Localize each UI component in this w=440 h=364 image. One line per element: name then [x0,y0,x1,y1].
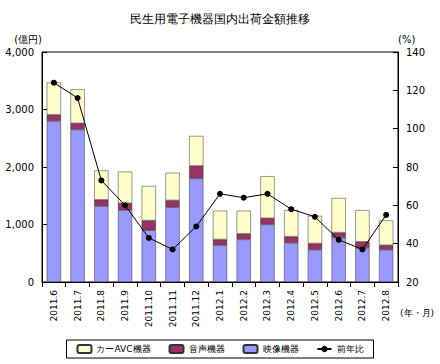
svg-text:120: 120 [406,85,425,96]
svg-text:2011.10: 2011.10 [144,290,154,327]
svg-text:(億円): (億円) [14,34,42,45]
svg-text:2011.6: 2011.6 [49,290,59,322]
svg-text:1,000: 1,000 [5,219,34,230]
svg-text:40: 40 [406,238,419,249]
svg-text:4,000: 4,000 [5,47,34,58]
svg-text:(%): (%) [398,34,415,45]
svg-text:カーAVC機器: カーAVC機器 [96,344,150,354]
svg-text:60: 60 [406,200,419,211]
svg-text:140: 140 [406,47,425,58]
svg-text:2012.8: 2012.8 [381,290,391,322]
svg-text:2012.7: 2012.7 [357,290,367,322]
svg-text:2012.2: 2012.2 [239,290,249,322]
svg-text:2,000: 2,000 [5,162,34,173]
svg-text:100: 100 [406,123,425,134]
svg-text:2012.1: 2012.1 [215,290,225,322]
svg-text:2011.9: 2011.9 [120,290,130,322]
svg-text:映像機器: 映像機器 [263,344,299,354]
svg-text:80: 80 [406,162,419,173]
svg-text:3,000: 3,000 [5,104,34,115]
svg-text:2011.8: 2011.8 [96,290,106,322]
svg-text:2011.12: 2011.12 [191,290,201,327]
svg-text:2012.3: 2012.3 [262,290,272,322]
svg-text:前年比: 前年比 [337,344,364,354]
svg-text:2012.4: 2012.4 [286,290,296,322]
svg-text:民生用電子機器国内出荷金額推移: 民生用電子機器国内出荷金額推移 [130,12,310,26]
svg-text:20: 20 [406,277,419,288]
svg-text:0: 0 [28,277,34,288]
svg-text:2011.11: 2011.11 [168,290,178,327]
svg-text:音声機器: 音声機器 [189,344,225,354]
svg-text:(年・月): (年・月) [400,308,434,318]
svg-text:2011.7: 2011.7 [73,290,83,322]
svg-text:2012.5: 2012.5 [310,290,320,322]
svg-text:2012.6: 2012.6 [334,290,344,322]
